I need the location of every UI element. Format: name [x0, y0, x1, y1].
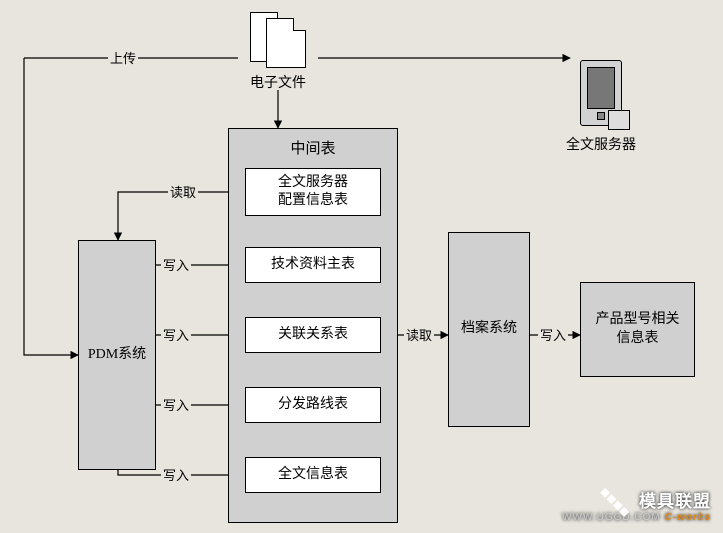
- edge-label: 写入: [161, 465, 191, 484]
- watermark: 模具联盟 WWW.UGGD.COM C-works: [562, 487, 711, 523]
- midtable-title: 中间表: [229, 137, 397, 158]
- electronic-file-icon: 电子文件: [238, 12, 318, 92]
- midtable-item-tech: 技术资料主表: [245, 247, 381, 283]
- product-info-node: 产品型号相关信息表: [580, 282, 695, 377]
- fulltext-server-label: 全文服务器: [566, 134, 636, 154]
- upload-edge-label: 上传: [108, 48, 138, 67]
- fulltext-server-icon: 全文服务器: [556, 60, 646, 154]
- product-info-label: 产品型号相关信息表: [596, 311, 680, 347]
- edge-label: 写入: [161, 395, 191, 414]
- midtable-item-route: 分发路线表: [245, 387, 381, 423]
- edge-label: 写入: [161, 325, 191, 344]
- midtable-item-cfg: 全文服务器配置信息表: [245, 168, 381, 216]
- electronic-file-label: 电子文件: [250, 72, 306, 92]
- watermark-brand: C-works: [665, 512, 711, 523]
- midtable-item-full: 全文信息表: [245, 457, 381, 493]
- watermark-sub-text: WWW.UGGD.COM: [562, 512, 661, 523]
- edge-label: 写入: [161, 255, 191, 274]
- edge-label: 读取: [404, 325, 434, 344]
- watermark-main-text: 模具联盟: [639, 492, 711, 511]
- edge-label: 读取: [168, 182, 198, 201]
- midtable-item-rel: 关联关系表: [245, 317, 381, 353]
- archive-system-node: 档案系统: [448, 232, 530, 427]
- pdm-system-node: PDM系统: [78, 240, 156, 470]
- pdm-system-label: PDM系统: [88, 346, 146, 364]
- edge-label: 写入: [538, 325, 568, 344]
- archive-system-label: 档案系统: [461, 320, 517, 338]
